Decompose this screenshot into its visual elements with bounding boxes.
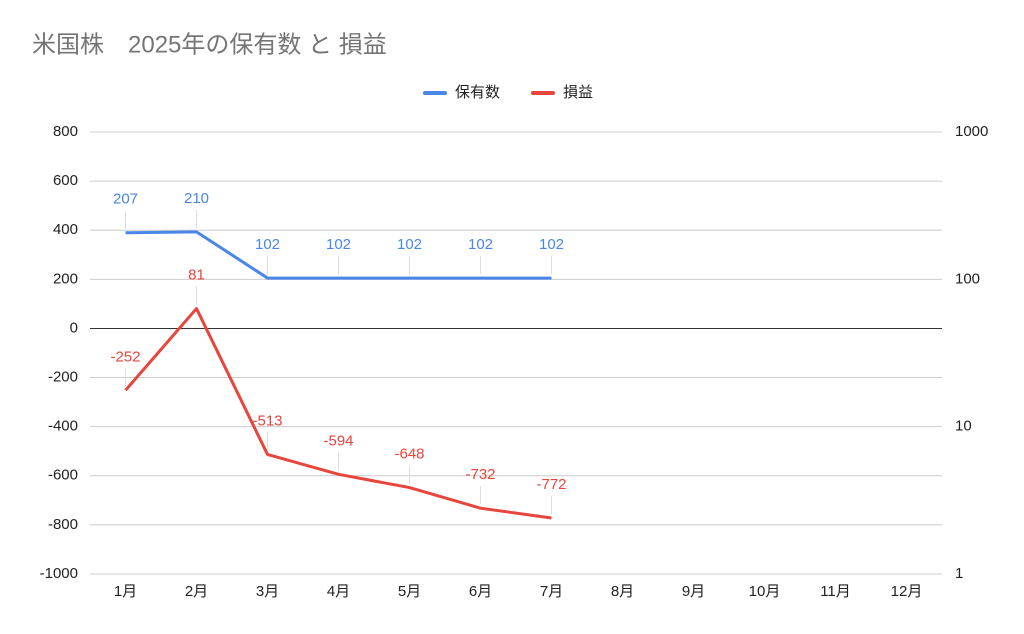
x-tick-label: 2月: [185, 583, 208, 600]
y-tick-label: 0: [70, 319, 78, 336]
data-label: -648: [394, 446, 424, 463]
x-tick-label: 4月: [327, 583, 350, 600]
y-tick-label: -800: [48, 516, 78, 533]
legend-label: 損益: [563, 84, 593, 101]
y2-tick-label: 1: [955, 565, 963, 582]
x-tick-label: 8月: [611, 583, 634, 600]
series-line: [125, 230, 552, 280]
y-tick-label: -200: [48, 369, 78, 386]
x-tick-label: 12月: [891, 583, 923, 600]
x-tick-label: 5月: [398, 583, 421, 600]
chart-title: 米国株 2025年の保有数 と 損益: [32, 31, 387, 58]
legend-label: 保有数: [455, 84, 500, 101]
y-tick-label: 600: [53, 172, 78, 189]
y-tick-label: 200: [53, 270, 78, 287]
y-tick-label: -1000: [40, 565, 78, 582]
series-line: [124, 307, 552, 520]
data-label: 102: [326, 236, 351, 253]
data-label: -594: [323, 432, 353, 449]
x-tick-label: 3月: [256, 583, 279, 600]
y-tick-label: -400: [48, 418, 78, 435]
y2-tick-label: 10: [955, 418, 972, 435]
x-tick-label: 1月: [114, 583, 137, 600]
y2-tick-label: 100: [955, 270, 980, 287]
x-tick-label: 10月: [749, 583, 781, 600]
data-label: -252: [110, 348, 140, 365]
data-label: -513: [252, 412, 282, 429]
data-label: 102: [255, 236, 280, 253]
data-label: -732: [465, 466, 495, 483]
y-tick-label: 400: [53, 221, 78, 238]
data-label: 102: [468, 236, 493, 253]
y2-tick-label: 1000: [955, 123, 988, 140]
x-tick-label: 7月: [540, 583, 563, 600]
data-label: 207: [113, 191, 138, 208]
x-tick-label: 9月: [682, 583, 705, 600]
data-label: 210: [184, 190, 209, 207]
data-label: -772: [536, 476, 566, 493]
y-tick-label: 800: [53, 123, 78, 140]
x-tick-label: 11月: [820, 583, 851, 600]
x-tick-label: 6月: [469, 583, 492, 600]
data-label: 102: [539, 236, 564, 253]
data-label: 81: [188, 267, 205, 284]
data-label: 102: [397, 236, 422, 253]
y-tick-label: -600: [48, 467, 78, 484]
